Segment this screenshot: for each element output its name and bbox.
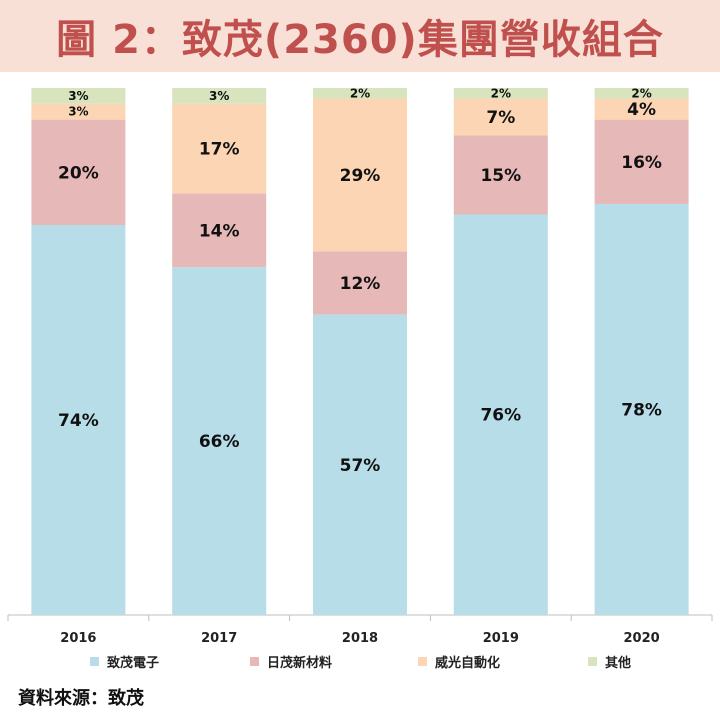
bar-segment-2019-1: [453, 214, 548, 616]
legend-swatch: [90, 657, 99, 666]
title-banner: 圖 2：致茂(2360)集團營收組合: [0, 0, 720, 72]
data-label: 76%: [480, 406, 521, 426]
bar-segment-2018-4: [313, 88, 407, 99]
data-label: 17%: [199, 140, 240, 160]
x-tick-label: 2019: [483, 631, 519, 646]
bar-segment-2018-1: [313, 314, 407, 615]
bar-segment-2017-3: [172, 103, 267, 194]
bar-segment-2016-3: [31, 103, 126, 120]
data-label: 66%: [199, 432, 240, 452]
legend-label: 威光自動化: [435, 656, 501, 671]
data-label: 14%: [199, 221, 240, 241]
data-label: 2%: [350, 86, 370, 100]
bar-segment-2018-3: [313, 98, 407, 252]
legend-label: 日茂新材料: [267, 656, 333, 671]
x-tick-label: 2020: [624, 631, 660, 646]
bar-segment-2020-1: [594, 203, 689, 615]
data-label: 3%: [68, 105, 88, 119]
legend-item: 威光自動化: [418, 652, 500, 671]
source-note: 資料來源：致茂: [18, 688, 144, 709]
x-tick-label: 2018: [342, 631, 378, 646]
legend-swatch: [250, 657, 259, 666]
data-label: 15%: [480, 166, 521, 186]
bar-segment-2020-4: [594, 88, 689, 99]
bar-segment-2019-4: [453, 88, 548, 99]
data-label: 74%: [58, 411, 99, 431]
bar-segment-2017-2: [172, 193, 267, 268]
data-label: 16%: [621, 153, 662, 173]
data-label: 57%: [340, 456, 381, 476]
legend-swatch: [418, 657, 427, 666]
bar-segment-2016-2: [31, 119, 126, 226]
data-label: 20%: [58, 163, 99, 183]
data-label: 7%: [486, 108, 515, 128]
data-label: 4%: [627, 100, 656, 120]
bar-segment-2019-3: [453, 98, 548, 136]
legend-swatch: [588, 657, 597, 666]
data-label: 2%: [631, 86, 651, 100]
bar-segment-2020-2: [594, 119, 689, 204]
bar-segment-2020-3: [594, 98, 689, 120]
bar-segment-2016-1: [31, 225, 126, 615]
bar-segment-2017-1: [172, 267, 267, 615]
chart-legend: 致茂電子 日茂新材料 威光自動化 其他: [0, 652, 720, 676]
legend-item: 其他: [588, 652, 631, 671]
data-label: 78%: [621, 400, 662, 420]
data-label: 12%: [340, 274, 381, 294]
x-tick-label: 2016: [60, 631, 96, 646]
bar-segment-2019-2: [453, 135, 548, 215]
stacked-bar-chart: 74% 20% 3% 3% 2016 66% 14% 17% 3% 2017 57% 12% 29% 2%…: [7, 86, 713, 646]
legend-label: 其他: [605, 656, 632, 671]
legend-item: 致茂電子: [90, 652, 159, 671]
bar-segment-2016-4: [31, 88, 126, 104]
data-label: 2%: [491, 86, 511, 100]
bar-segment-2018-2: [313, 251, 407, 315]
bar-segment-2017-4: [172, 88, 267, 104]
data-label: 3%: [68, 89, 88, 103]
x-tick-label: 2017: [201, 631, 237, 646]
data-label: 3%: [209, 89, 229, 103]
data-label: 29%: [340, 166, 381, 186]
chart-title: 圖 2：致茂(2360)集團營收組合: [56, 17, 664, 63]
legend-item: 日茂新材料: [250, 652, 332, 671]
legend-label: 致茂電子: [107, 656, 160, 671]
